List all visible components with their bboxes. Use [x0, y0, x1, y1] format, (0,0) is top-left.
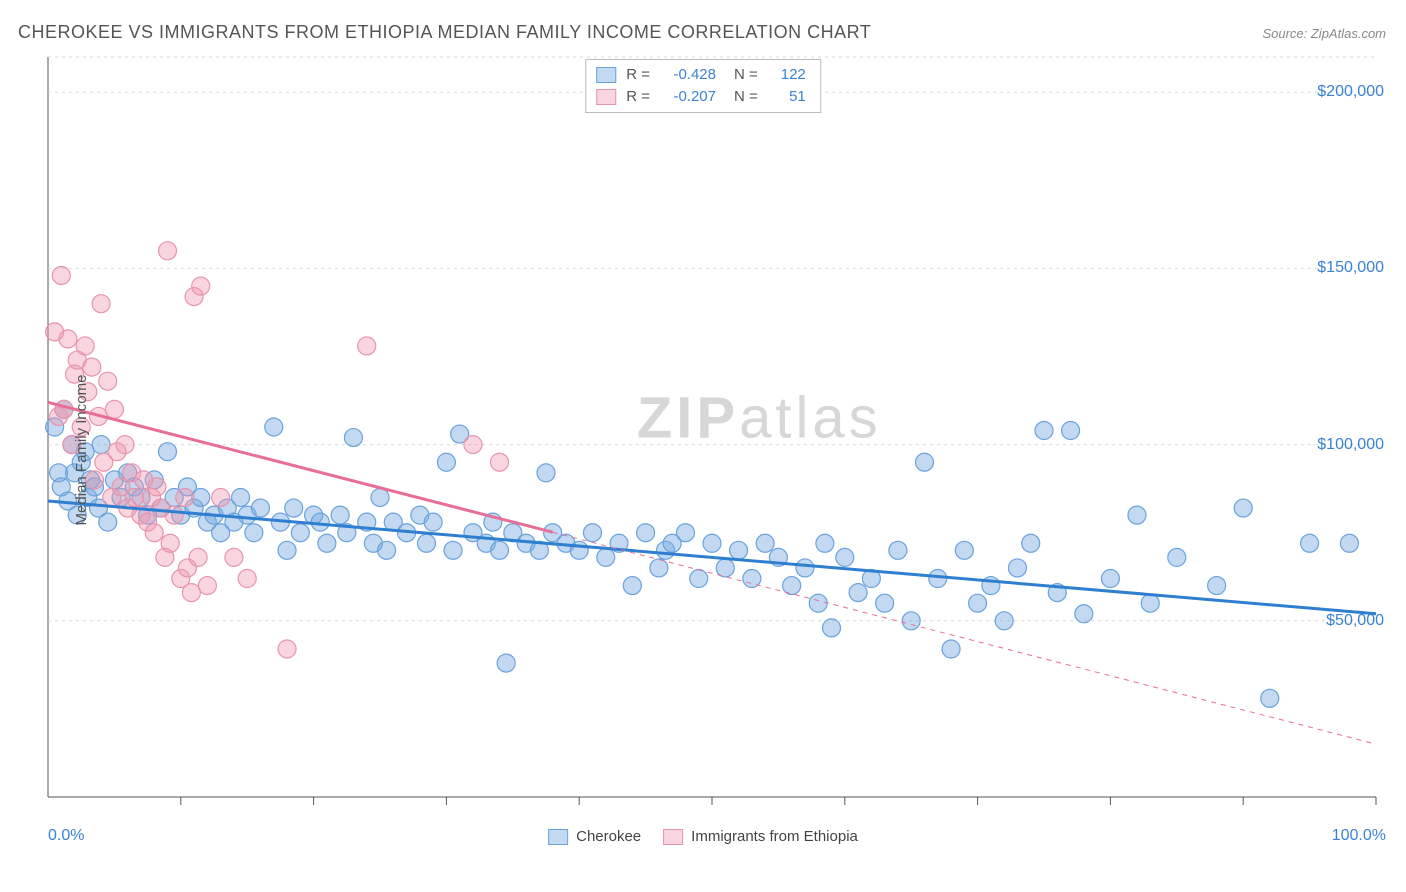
legend-swatch [596, 89, 616, 105]
x-axis-min-label: 0.0% [48, 827, 84, 845]
r-value: -0.207 [660, 86, 716, 108]
r-label: R = [626, 64, 650, 86]
legend-label: Cherokee [576, 828, 641, 845]
y-tick-label: $100,000 [1317, 436, 1384, 454]
legend-swatch [548, 829, 568, 845]
legend-item: Immigrants from Ethiopia [663, 828, 858, 845]
legend-row: R = -0.428 N = 122 [596, 64, 806, 86]
r-label: R = [626, 86, 650, 108]
source-attribution: Source: ZipAtlas.com [1262, 26, 1386, 41]
correlation-legend: R = -0.428 N = 122 R = -0.207 N = 51 [585, 59, 821, 113]
legend-row: R = -0.207 N = 51 [596, 86, 806, 108]
n-value: 51 [768, 86, 806, 108]
y-tick-label: $50,000 [1326, 612, 1384, 630]
n-value: 122 [768, 64, 806, 86]
series-legend: Cherokee Immigrants from Ethiopia [548, 828, 858, 845]
r-value: -0.428 [660, 64, 716, 86]
chart-area: Median Family Income R = -0.428 N = 122 R =-… [0, 55, 1406, 845]
chart-container: CHEROKEE VS IMMIGRANTS FROM ETHIOPIA MED… [0, 0, 1406, 892]
n-label: N = [734, 64, 758, 86]
legend-swatch [663, 829, 683, 845]
legend-swatch [596, 67, 616, 83]
y-axis-label: Median Family Income [73, 375, 90, 526]
legend-label: Immigrants from Ethiopia [691, 828, 858, 845]
y-tick-label: $200,000 [1317, 83, 1384, 101]
x-axis-max-label: 100.0% [1332, 827, 1386, 845]
y-tick-label: $150,000 [1317, 259, 1384, 277]
chart-title: CHEROKEE VS IMMIGRANTS FROM ETHIOPIA MED… [18, 22, 871, 43]
scatter-plot [0, 55, 1406, 815]
n-label: N = [734, 86, 758, 108]
legend-item: Cherokee [548, 828, 641, 845]
